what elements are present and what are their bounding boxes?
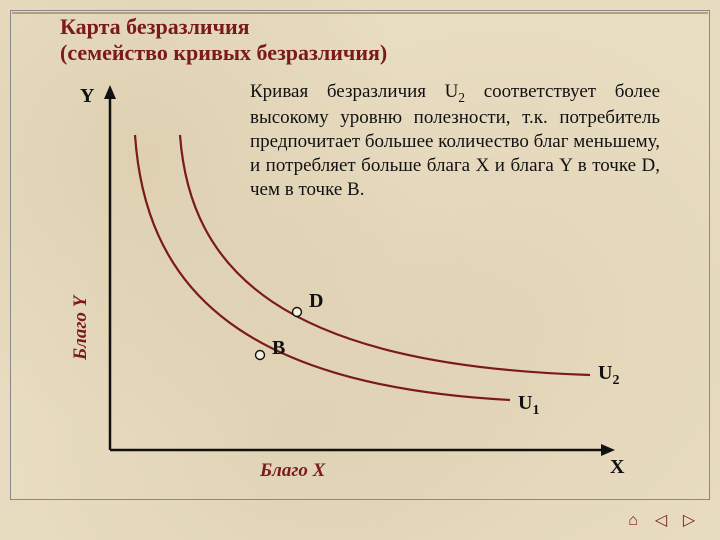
x-axis-label: Благо Х — [260, 460, 325, 482]
prev-button[interactable]: ◁ — [650, 512, 672, 532]
point-label-B: B — [272, 337, 285, 360]
curve-label-U1: U1 — [518, 392, 539, 419]
curve-label-U2: U2 — [598, 362, 619, 389]
x-axis-end-label: X — [610, 456, 624, 479]
title-line-2: (семейство кривых безразличия) — [60, 40, 387, 65]
y-axis-label: Благо Y — [70, 296, 92, 360]
chart-svg — [50, 80, 670, 480]
slide-title: Карта безразличия (семейство кривых безр… — [60, 14, 387, 67]
y-axis-end-label: Y — [80, 85, 94, 108]
nav-controls: ⌂ ◁ ▷ — [622, 512, 700, 532]
title-line-1: Карта безразличия — [60, 14, 250, 39]
indifference-chart: Y X Благо Y Благо Х D B U1 U2 — [50, 80, 670, 480]
home-button[interactable]: ⌂ — [622, 512, 644, 532]
next-button[interactable]: ▷ — [678, 512, 700, 532]
point-label-D: D — [309, 290, 323, 313]
